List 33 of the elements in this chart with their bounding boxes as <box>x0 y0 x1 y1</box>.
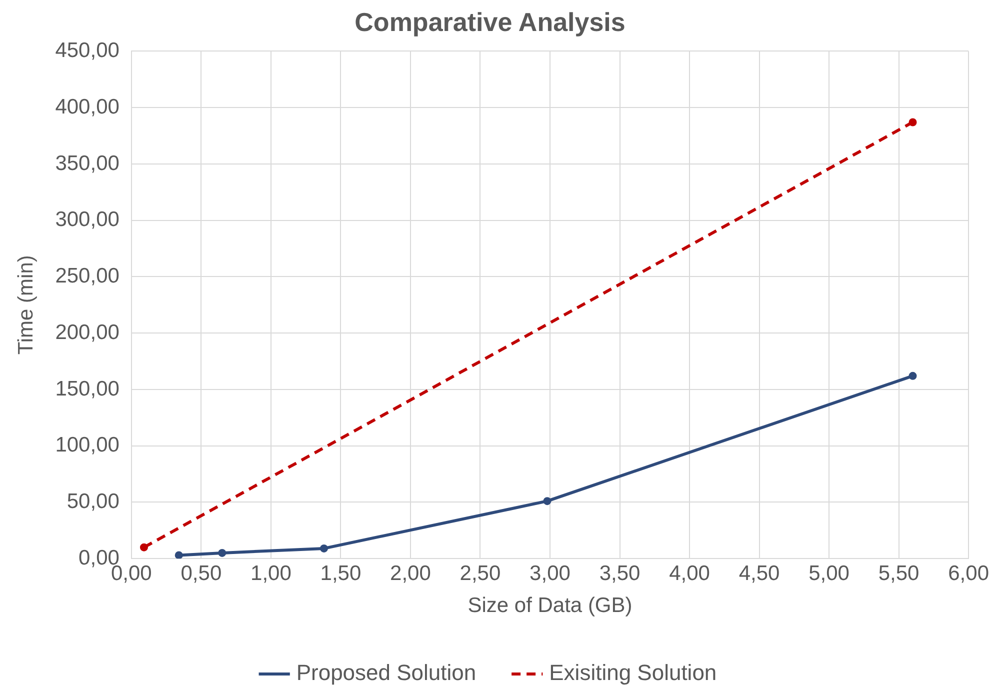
point <box>218 548 226 557</box>
point <box>908 118 917 126</box>
legend-label: Exisiting Solution <box>549 660 717 686</box>
y-tick-label: 150,00 <box>55 377 120 400</box>
point <box>908 372 917 380</box>
x-tick-label: 3,00 <box>530 562 570 585</box>
x-tick-label: 0,50 <box>180 562 222 585</box>
x-axis-title: Size of Data (GB) <box>468 594 632 618</box>
x-tick-label: 4,50 <box>738 562 780 585</box>
y-tick-label: 350,00 <box>55 152 120 175</box>
y-tick-label: 200,00 <box>55 320 120 344</box>
x-tick-label: 2,00 <box>390 562 431 585</box>
y-tick-label: 50,00 <box>66 490 120 514</box>
x-tick-label: 1,00 <box>250 562 292 585</box>
y-tick-label: 400,00 <box>55 95 120 118</box>
x-tick-label: 1,50 <box>320 562 362 585</box>
x-tick-label: 2,50 <box>460 562 501 585</box>
x-tick-label: 5,50 <box>878 562 920 585</box>
point <box>140 543 148 552</box>
x-tick-label: 5,00 <box>808 562 850 585</box>
legend-label: Proposed Solution <box>296 660 476 686</box>
y-tick-label: 250,00 <box>55 264 120 288</box>
x-tick-label: 3,50 <box>599 562 640 585</box>
y-tick-label: 300,00 <box>55 208 120 232</box>
y-axis-title: Time (min) <box>14 255 38 355</box>
point <box>174 551 183 559</box>
point <box>543 497 552 506</box>
y-tick-label: 450,00 <box>55 38 120 62</box>
x-tick-label: 4,00 <box>669 562 710 585</box>
x-tick-label: 6,00 <box>948 562 989 585</box>
point <box>320 544 328 552</box>
chart-title: Comparative Analysis <box>354 6 626 37</box>
y-tick-label: 100,00 <box>55 434 120 457</box>
